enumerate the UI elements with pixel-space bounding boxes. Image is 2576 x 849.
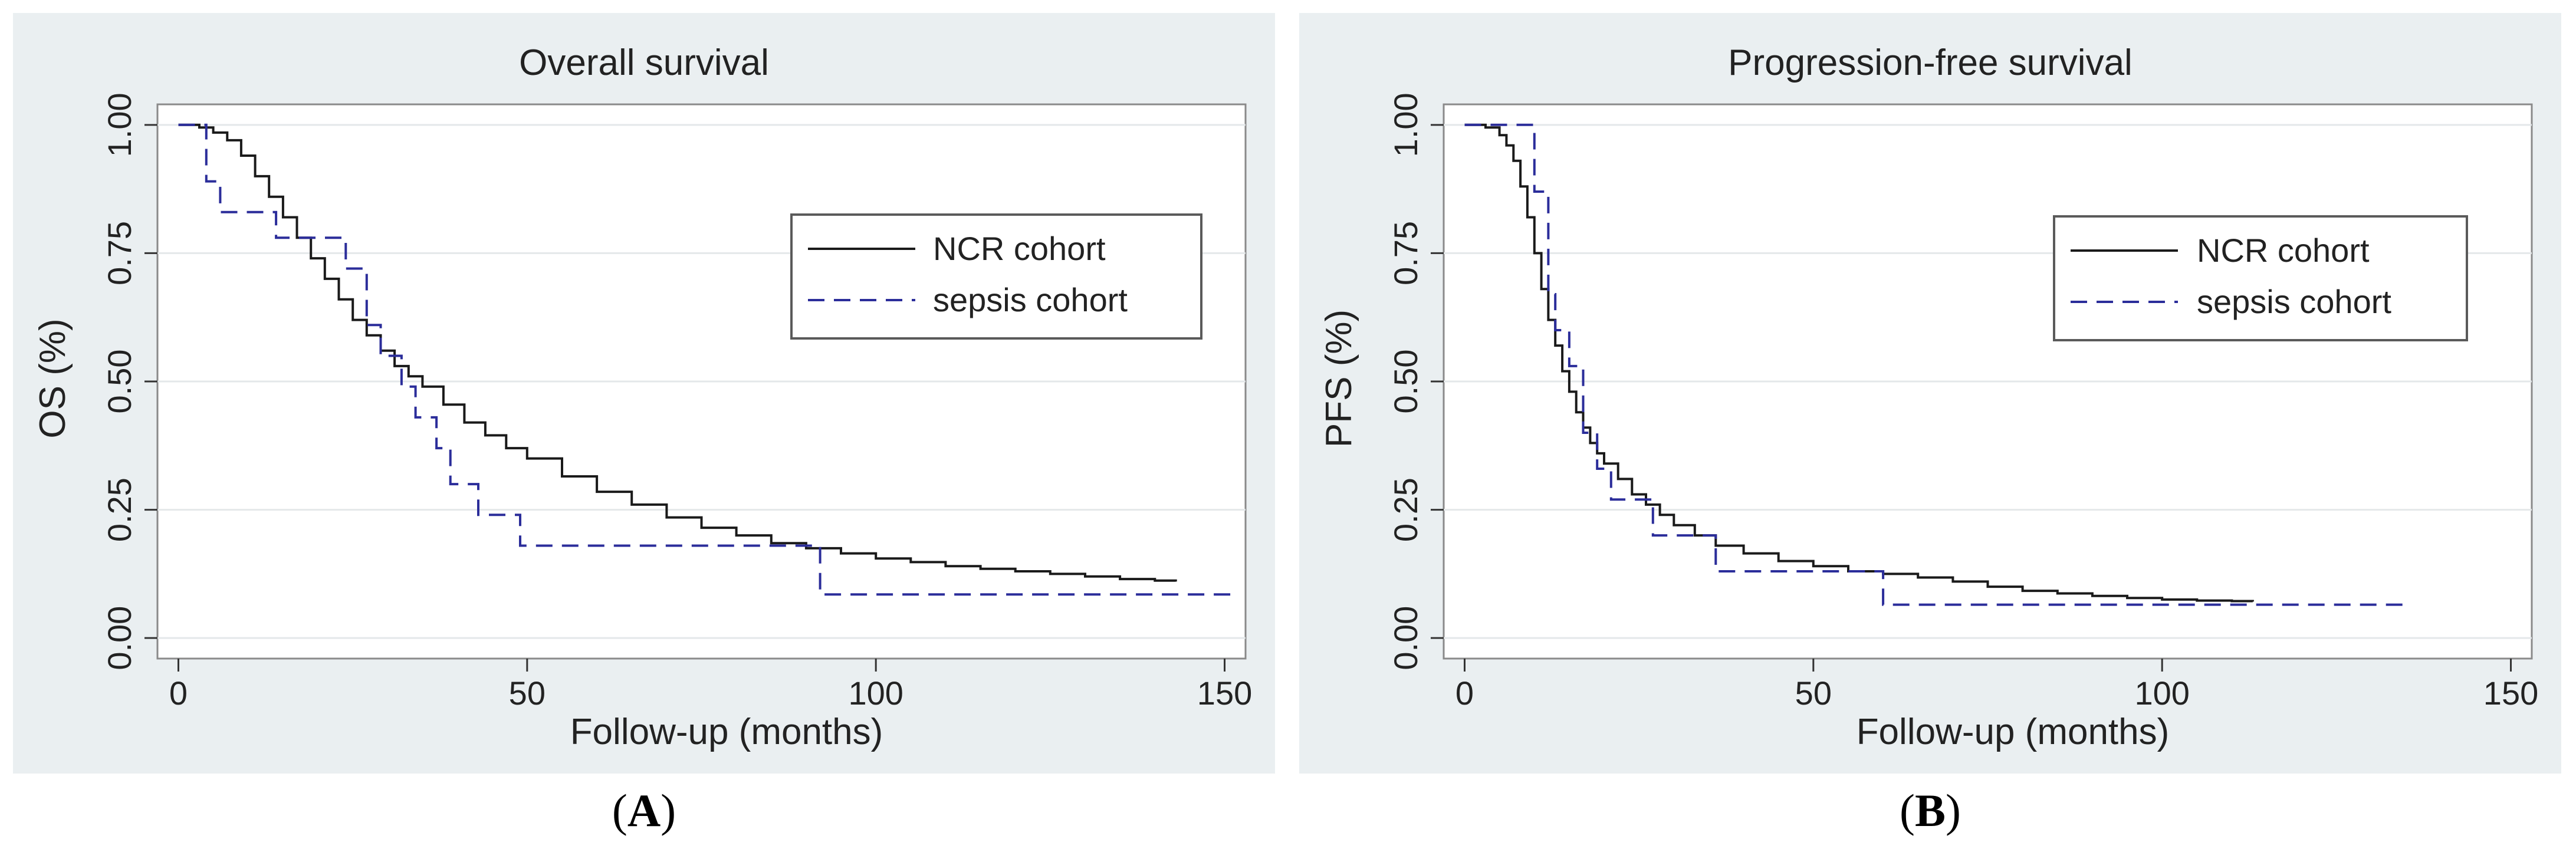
sepsis-cohort-curve: [1464, 123, 2407, 606]
legend-box: [2053, 215, 2468, 341]
y-tick-label: 0.50: [1387, 350, 1424, 414]
legend-label-ncr: NCR cohort: [2197, 232, 2370, 269]
x-tick-label: 100: [2134, 674, 2189, 712]
panel-b-letter: B: [1914, 785, 1946, 836]
x-axis-label: Follow-up (months): [570, 712, 883, 752]
grid-lines: [157, 124, 1246, 639]
y-tick-label: 0.50: [101, 350, 138, 414]
y-tick-label: 0.75: [1387, 221, 1424, 285]
chart-title: Progression-free survival: [1728, 42, 2133, 83]
y-tick-label: 0.25: [1387, 478, 1424, 542]
y-axis-ticks: 0.00 0.25 0.50 0.75 1.00: [101, 93, 157, 670]
y-tick-label: 1.00: [1387, 93, 1424, 157]
legend-label-ncr: NCR cohort: [933, 230, 1106, 267]
panel-b-caption: (B): [1900, 785, 1961, 836]
x-axis-label: Follow-up (months): [1857, 712, 2170, 752]
survival-curves: [1464, 123, 2407, 606]
sepsis-cohort-curve: [178, 123, 1239, 596]
x-tick-label: 150: [1197, 674, 1252, 712]
y-axis-label: PFS (%): [1319, 310, 1359, 447]
y-axis-label: OS (%): [32, 318, 73, 438]
x-tick-label: 50: [509, 674, 546, 712]
legend-box: [790, 213, 1202, 340]
y-tick-label: 0.00: [101, 606, 138, 670]
grid-lines: [1444, 124, 2532, 639]
x-axis-ticks: 0 50 100 150: [1455, 659, 2538, 712]
legend-label-sepsis: sepsis cohort: [933, 281, 1128, 318]
x-tick-label: 100: [848, 674, 903, 712]
panel-a-letter: A: [627, 785, 661, 836]
x-tick-label: 150: [2483, 674, 2538, 712]
y-tick-label: 1.00: [101, 93, 138, 157]
x-axis-ticks: 0 50 100 150: [169, 659, 1252, 712]
ncr-cohort-curve: [1464, 123, 2254, 603]
chart-title: Overall survival: [519, 42, 769, 83]
ncr-cohort-curve: [178, 123, 1177, 582]
panel-a-caption: (A): [612, 785, 676, 836]
y-axis-ticks: 0.00 0.25 0.50 0.75 1.00: [1387, 93, 1444, 670]
y-tick-label: 0.00: [1387, 606, 1424, 670]
legend: NCR cohort sepsis cohort: [790, 213, 1202, 340]
legend: NCR cohort sepsis cohort: [2053, 215, 2468, 341]
y-tick-label: 0.75: [101, 221, 138, 285]
y-tick-label: 0.25: [101, 478, 138, 542]
x-tick-label: 50: [1795, 674, 1832, 712]
overall-survival-chart: Overall survival 0.00 0.25 0.50 0.75 1.00 0 5…: [32, 42, 1252, 752]
survival-curves: [178, 123, 1239, 596]
x-tick-label: 0: [1455, 674, 1474, 712]
legend-label-sepsis: sepsis cohort: [2197, 283, 2391, 320]
progression-free-survival-chart: Progression-free survival 0.000.250.500.…: [1319, 42, 2538, 752]
x-tick-label: 0: [169, 674, 188, 712]
